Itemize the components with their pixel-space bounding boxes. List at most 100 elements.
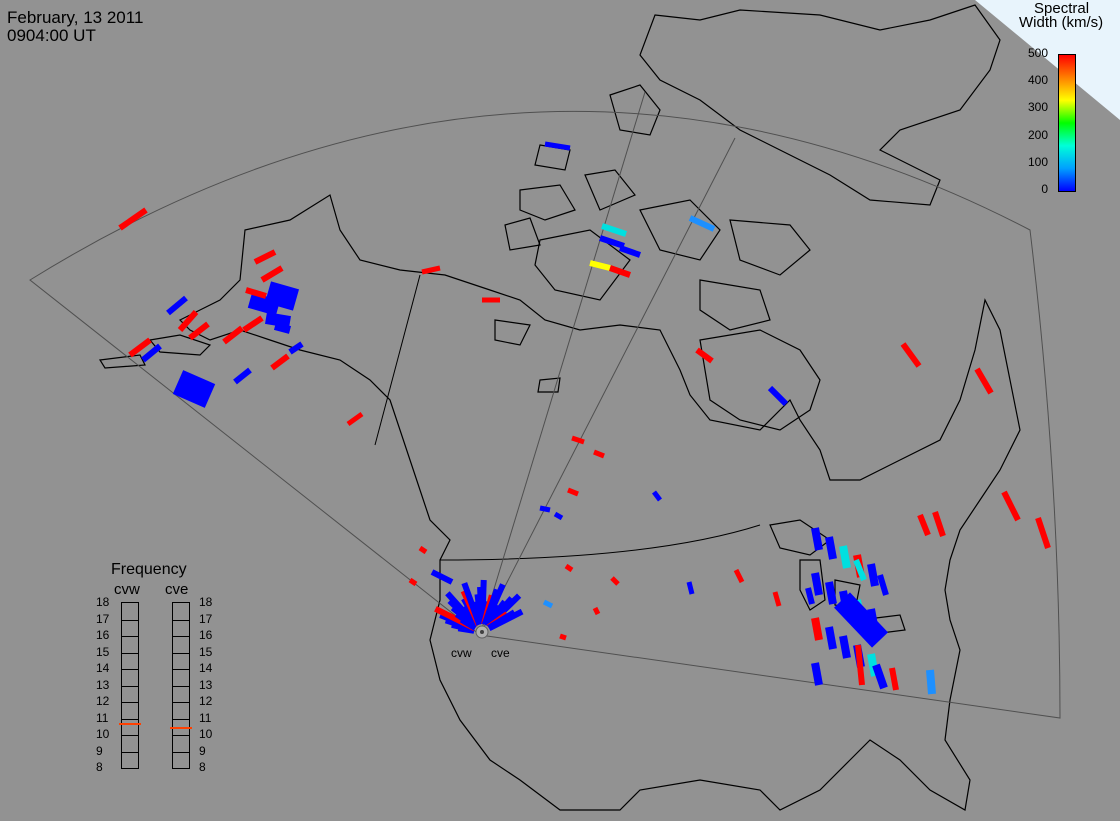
scatter-bar xyxy=(593,449,605,459)
scatter-bar xyxy=(253,249,277,265)
frequency-tick-right: 9 xyxy=(199,743,206,758)
frequency-tick-left: 12 xyxy=(96,694,110,708)
scatter-bar xyxy=(932,511,946,537)
frequency-marker-cvw xyxy=(119,723,141,726)
colorbar-tick-label: 200 xyxy=(1027,127,1048,142)
frequency-tick-left: 15 xyxy=(96,644,110,659)
scatter-bar xyxy=(222,325,244,345)
radar-label-cve: cve xyxy=(491,646,510,660)
scatter-bar xyxy=(619,245,641,258)
scatter-bar xyxy=(853,558,867,582)
frequency-tick-left: 14 xyxy=(96,661,110,675)
frequency-marker-cve xyxy=(170,726,192,729)
time-label: 0904:00 UT xyxy=(7,26,96,45)
scatter-bar xyxy=(265,312,291,328)
frequency-tick-right: 13 xyxy=(199,677,213,692)
scatter-bar xyxy=(805,587,815,605)
scatter-bar xyxy=(733,568,745,584)
frequency-radar-cve-label: cve xyxy=(165,581,189,598)
colorbar-tick-label: 300 xyxy=(1027,100,1048,115)
scatter-bar xyxy=(811,572,823,596)
frequency-tick-right: 12 xyxy=(199,694,213,708)
frequency-tick-right: 15 xyxy=(199,644,213,659)
scatter-bar xyxy=(609,265,631,278)
colorbar-tick-label: 0 xyxy=(1041,182,1048,196)
scatter-bar xyxy=(589,260,611,271)
scatter-bar xyxy=(688,215,716,232)
scatter-bar xyxy=(592,606,601,616)
frequency-tick-right: 11 xyxy=(199,710,212,725)
scatter-bar xyxy=(418,545,428,555)
coastlines xyxy=(98,4,1021,811)
scatter-bar xyxy=(867,653,879,677)
scatter-bar xyxy=(889,667,899,691)
scatter-bar xyxy=(839,545,851,569)
scatter-bar xyxy=(245,287,267,299)
scatter-bar xyxy=(599,235,625,249)
date-label: February, 13 2011 xyxy=(7,8,144,27)
scatter-bar xyxy=(118,207,148,231)
scatter-bar xyxy=(767,385,789,407)
scatter-bar xyxy=(177,310,199,332)
colorbar-tick-label: 500 xyxy=(1027,46,1048,60)
scatter-bar xyxy=(273,322,292,334)
scatter-bar xyxy=(811,527,823,551)
scatter-bar xyxy=(188,321,210,341)
scatter-bar xyxy=(542,599,554,609)
scatter-bar xyxy=(242,315,264,333)
frequency-tick-right: 18 xyxy=(199,595,213,609)
frequency-title: Frequency xyxy=(111,561,187,578)
scatter-bar xyxy=(564,563,574,573)
scatter-bar xyxy=(825,536,837,560)
colorbar xyxy=(1058,54,1076,192)
scatter-bar xyxy=(260,265,284,283)
scatter-bar xyxy=(825,581,837,605)
scatter-bar xyxy=(926,669,936,695)
scatter-bar xyxy=(825,626,837,650)
frequency-tick-left: 11 xyxy=(96,710,109,725)
scatter-bar xyxy=(900,342,922,368)
scatter-bar xyxy=(270,353,290,371)
scatter-bar xyxy=(346,411,364,427)
scatter-bar xyxy=(430,569,454,585)
scatter-bar xyxy=(917,513,931,537)
scatter-bar xyxy=(571,435,585,445)
frequency-tick-left: 16 xyxy=(96,628,110,642)
scatter-bar xyxy=(166,295,188,316)
scatter-bar xyxy=(421,265,441,275)
scatter-bar xyxy=(408,577,418,587)
scatter-bar xyxy=(141,343,162,363)
frequency-tick-right: 16 xyxy=(199,628,213,642)
scatter-bar xyxy=(288,341,304,355)
scatter-bar xyxy=(544,141,571,151)
frequency-tick-left: 17 xyxy=(96,611,110,626)
frequency-tick-left: 18 xyxy=(96,595,110,609)
scatter-bar xyxy=(811,617,823,641)
frequency-scale-box xyxy=(170,602,192,769)
radar-label-cvw: cvw xyxy=(451,646,472,660)
scatter-bar xyxy=(872,663,888,690)
frequency-tick-right: 17 xyxy=(199,611,213,626)
scatter-bar xyxy=(867,563,879,587)
frequency-tick-right: 14 xyxy=(199,661,213,675)
scatter-bar xyxy=(553,511,564,521)
scatter-bar xyxy=(559,633,567,641)
scatter-bar xyxy=(610,576,620,586)
scatter-bar xyxy=(128,337,152,358)
scatter-bar xyxy=(686,581,695,595)
scatter-bar xyxy=(839,635,851,659)
scatter-bar xyxy=(264,281,300,311)
frequency-tick-left: 13 xyxy=(96,677,110,692)
frequency-tick-right: 10 xyxy=(199,727,213,741)
frequency-tick-right: 8 xyxy=(199,760,206,774)
scatter-bar xyxy=(172,370,216,408)
frequency-scale-box xyxy=(119,602,141,769)
colorbar-title-line1: Spectral xyxy=(1034,0,1090,17)
colorbar-tick-label: 100 xyxy=(1027,154,1048,169)
scatter-bar xyxy=(233,367,252,385)
scatter-bar xyxy=(567,487,579,497)
scatter-bar xyxy=(877,574,889,596)
scatter-bar xyxy=(247,292,281,316)
radar-site-dot xyxy=(480,630,484,634)
